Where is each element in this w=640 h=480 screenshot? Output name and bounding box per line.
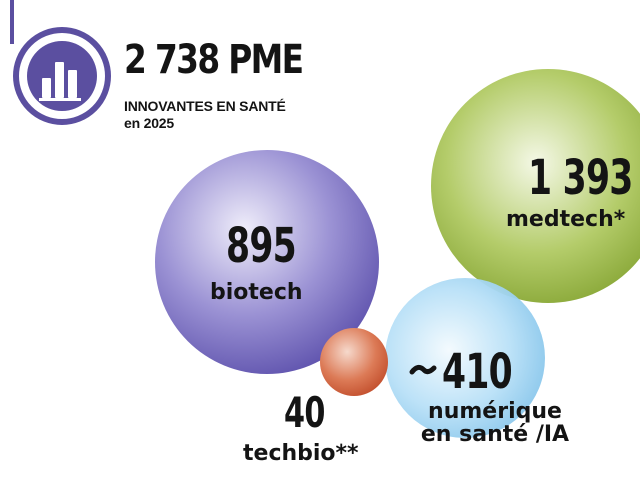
value-numerique: 410 — [442, 344, 513, 400]
arrow-icon — [409, 364, 437, 375]
headline-total: 2 738 PME — [124, 37, 304, 83]
subtitle-line-1: INNOVANTES EN SANTÉ — [124, 98, 286, 114]
bar-chart-icon — [13, 27, 111, 125]
bubble-numerique — [385, 278, 545, 438]
subtitle-line-2: en 2025 — [124, 115, 174, 131]
bubble-biotech — [155, 150, 379, 374]
header-accent-line — [10, 0, 14, 44]
label-numerique: numérique en santé /IA — [410, 400, 580, 446]
label-medtech: medtech* — [506, 207, 626, 232]
headline-subtitle: INNOVANTES EN SANTÉ en 2025 — [124, 98, 286, 132]
value-techbio: 40 — [284, 388, 325, 437]
bubble-medtech — [431, 69, 640, 303]
bubble-techbio — [320, 328, 388, 396]
label-techbio: techbio** — [243, 441, 359, 466]
label-numerique-line-2: en santé /IA — [420, 422, 570, 448]
label-biotech: biotech — [210, 280, 303, 305]
value-biotech: 895 — [226, 218, 297, 274]
value-medtech: 1 393 — [528, 150, 633, 206]
label-numerique-line-1: numérique — [428, 399, 562, 424]
